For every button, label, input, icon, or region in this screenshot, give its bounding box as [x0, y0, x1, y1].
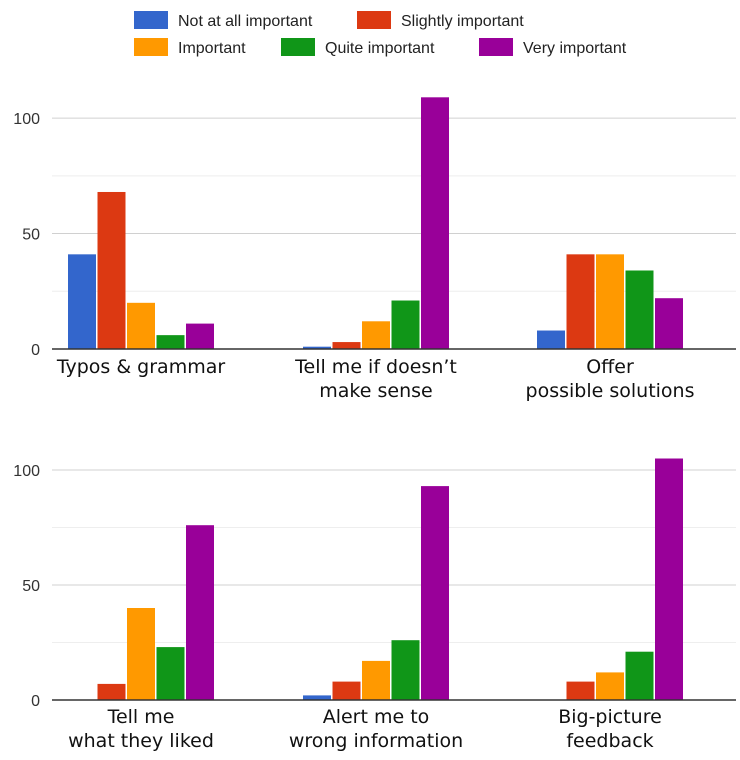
category-label: make sense	[319, 380, 432, 402]
bar-very-important	[421, 97, 449, 350]
category-label: what they liked	[68, 730, 214, 752]
legend-swatch	[281, 38, 315, 56]
bar-not-at-all-important	[68, 254, 96, 349]
y-tick-label: 0	[31, 342, 40, 359]
category-label: Big-picture	[558, 706, 662, 728]
legend-label: Very important	[523, 40, 627, 57]
legend-swatch	[357, 11, 391, 29]
legend-label: Not at all important	[178, 13, 313, 30]
panel-top: 0 50 100 Typos & grammar Tell me if doesn’tm…	[13, 97, 736, 402]
legend-swatch	[134, 38, 168, 56]
bar-very-important	[186, 323, 214, 349]
legend-item-important: Important	[134, 38, 246, 57]
bar-not-at-all-important	[303, 346, 331, 349]
bar-quite-important	[625, 270, 654, 349]
bar-very-important	[655, 298, 683, 349]
bar-quite-important	[391, 300, 420, 349]
legend: Not at all important Slightly important Im…	[134, 11, 627, 57]
category-label: Alert me to	[323, 706, 430, 728]
bar-slightly-important	[97, 191, 126, 349]
category-label: Typos & grammar	[56, 356, 226, 378]
bar-important	[596, 672, 624, 700]
legend-item-quite-important: Quite important	[281, 38, 435, 57]
bar-quite-important	[391, 640, 420, 700]
category-label: Tell me if doesn’t	[294, 356, 457, 378]
category-label: Tell me	[107, 706, 175, 728]
y-tick-label: 50	[22, 227, 40, 244]
bar-important	[362, 321, 390, 349]
bar-very-important	[186, 525, 214, 700]
bar-important	[596, 254, 624, 349]
category-label: feedback	[566, 730, 653, 752]
category-label: possible solutions	[526, 380, 695, 402]
legend-item-not-at-all-important: Not at all important	[134, 11, 313, 30]
y-tick-label: 100	[13, 463, 40, 480]
category-group-typos-grammar: Typos & grammar	[56, 191, 226, 378]
legend-swatch	[479, 38, 513, 56]
category-label: wrong information	[289, 730, 463, 752]
category-label: Offer	[586, 356, 634, 378]
y-tick-label: 0	[31, 693, 40, 710]
bar-very-important	[421, 486, 449, 700]
bar-not-at-all-important	[537, 330, 565, 349]
legend-label: Slightly important	[401, 13, 524, 30]
y-tick-label: 100	[13, 111, 40, 128]
bar-not-at-all-important	[303, 695, 331, 700]
bar-slightly-important	[332, 681, 361, 700]
bar-quite-important	[156, 335, 185, 349]
bar-important	[127, 302, 155, 349]
legend-item-slightly-important: Slightly important	[357, 11, 524, 30]
bar-important	[362, 660, 390, 700]
bar-important	[127, 608, 155, 700]
bar-slightly-important	[566, 254, 595, 349]
bar-slightly-important	[566, 681, 595, 700]
y-tick-label: 50	[22, 578, 40, 595]
bar-very-important	[655, 458, 683, 700]
legend-item-very-important: Very important	[479, 38, 627, 57]
legend-label: Important	[178, 40, 246, 57]
bar-slightly-important	[97, 683, 126, 700]
legend-swatch	[134, 11, 168, 29]
legend-label: Quite important	[325, 40, 435, 57]
bar-quite-important	[625, 651, 654, 700]
bar-slightly-important	[332, 342, 361, 349]
bar-quite-important	[156, 647, 185, 700]
